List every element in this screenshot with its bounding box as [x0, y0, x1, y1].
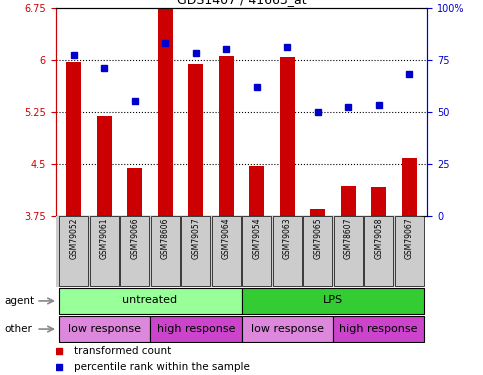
Bar	[401, 158, 417, 216]
Text: LPS: LPS	[323, 296, 343, 305]
Text: GSM79054: GSM79054	[252, 218, 261, 259]
Bar	[120, 216, 149, 286]
Bar	[364, 216, 393, 286]
Bar	[58, 316, 150, 342]
Bar	[219, 56, 234, 216]
Bar	[181, 216, 211, 286]
Text: untreated: untreated	[123, 296, 178, 305]
Bar	[272, 216, 302, 286]
Bar	[249, 166, 264, 216]
Text: GSM79066: GSM79066	[130, 218, 139, 259]
Bar	[127, 168, 142, 216]
Bar	[151, 216, 180, 286]
Text: GSM79065: GSM79065	[313, 218, 322, 259]
Text: high response: high response	[156, 324, 235, 333]
Bar	[395, 216, 424, 286]
Bar	[280, 57, 295, 216]
Text: GSM79061: GSM79061	[100, 218, 109, 259]
Bar	[242, 316, 333, 342]
Bar	[303, 216, 332, 286]
Text: GSM79064: GSM79064	[222, 218, 231, 259]
Bar	[59, 216, 88, 286]
Text: percentile rank within the sample: percentile rank within the sample	[74, 362, 250, 372]
Text: GSM79067: GSM79067	[405, 218, 413, 259]
Bar	[157, 9, 173, 216]
Bar	[333, 316, 425, 342]
Text: GSM79052: GSM79052	[70, 218, 78, 259]
Bar	[97, 116, 112, 216]
Bar	[341, 186, 356, 216]
Text: low response: low response	[68, 324, 141, 333]
Text: high response: high response	[340, 324, 418, 333]
Text: GSM79057: GSM79057	[191, 218, 200, 259]
Text: GSM79058: GSM79058	[374, 218, 383, 259]
Bar	[90, 216, 119, 286]
Title: GDS1407 / 41663_at: GDS1407 / 41663_at	[177, 0, 306, 6]
Text: other: other	[5, 324, 33, 334]
Text: GSM78607: GSM78607	[344, 218, 353, 259]
Bar	[242, 216, 271, 286]
Bar	[334, 216, 363, 286]
Text: transformed count: transformed count	[74, 346, 171, 356]
Bar	[310, 209, 326, 216]
Text: low response: low response	[251, 324, 324, 333]
Bar	[58, 288, 242, 314]
Bar	[66, 62, 82, 216]
Bar	[242, 288, 425, 314]
Text: GSM78606: GSM78606	[161, 218, 170, 259]
Bar	[371, 187, 386, 216]
Text: GSM79063: GSM79063	[283, 218, 292, 259]
Bar	[188, 64, 203, 216]
Bar	[212, 216, 241, 286]
Text: agent: agent	[5, 296, 35, 306]
Bar	[150, 316, 242, 342]
